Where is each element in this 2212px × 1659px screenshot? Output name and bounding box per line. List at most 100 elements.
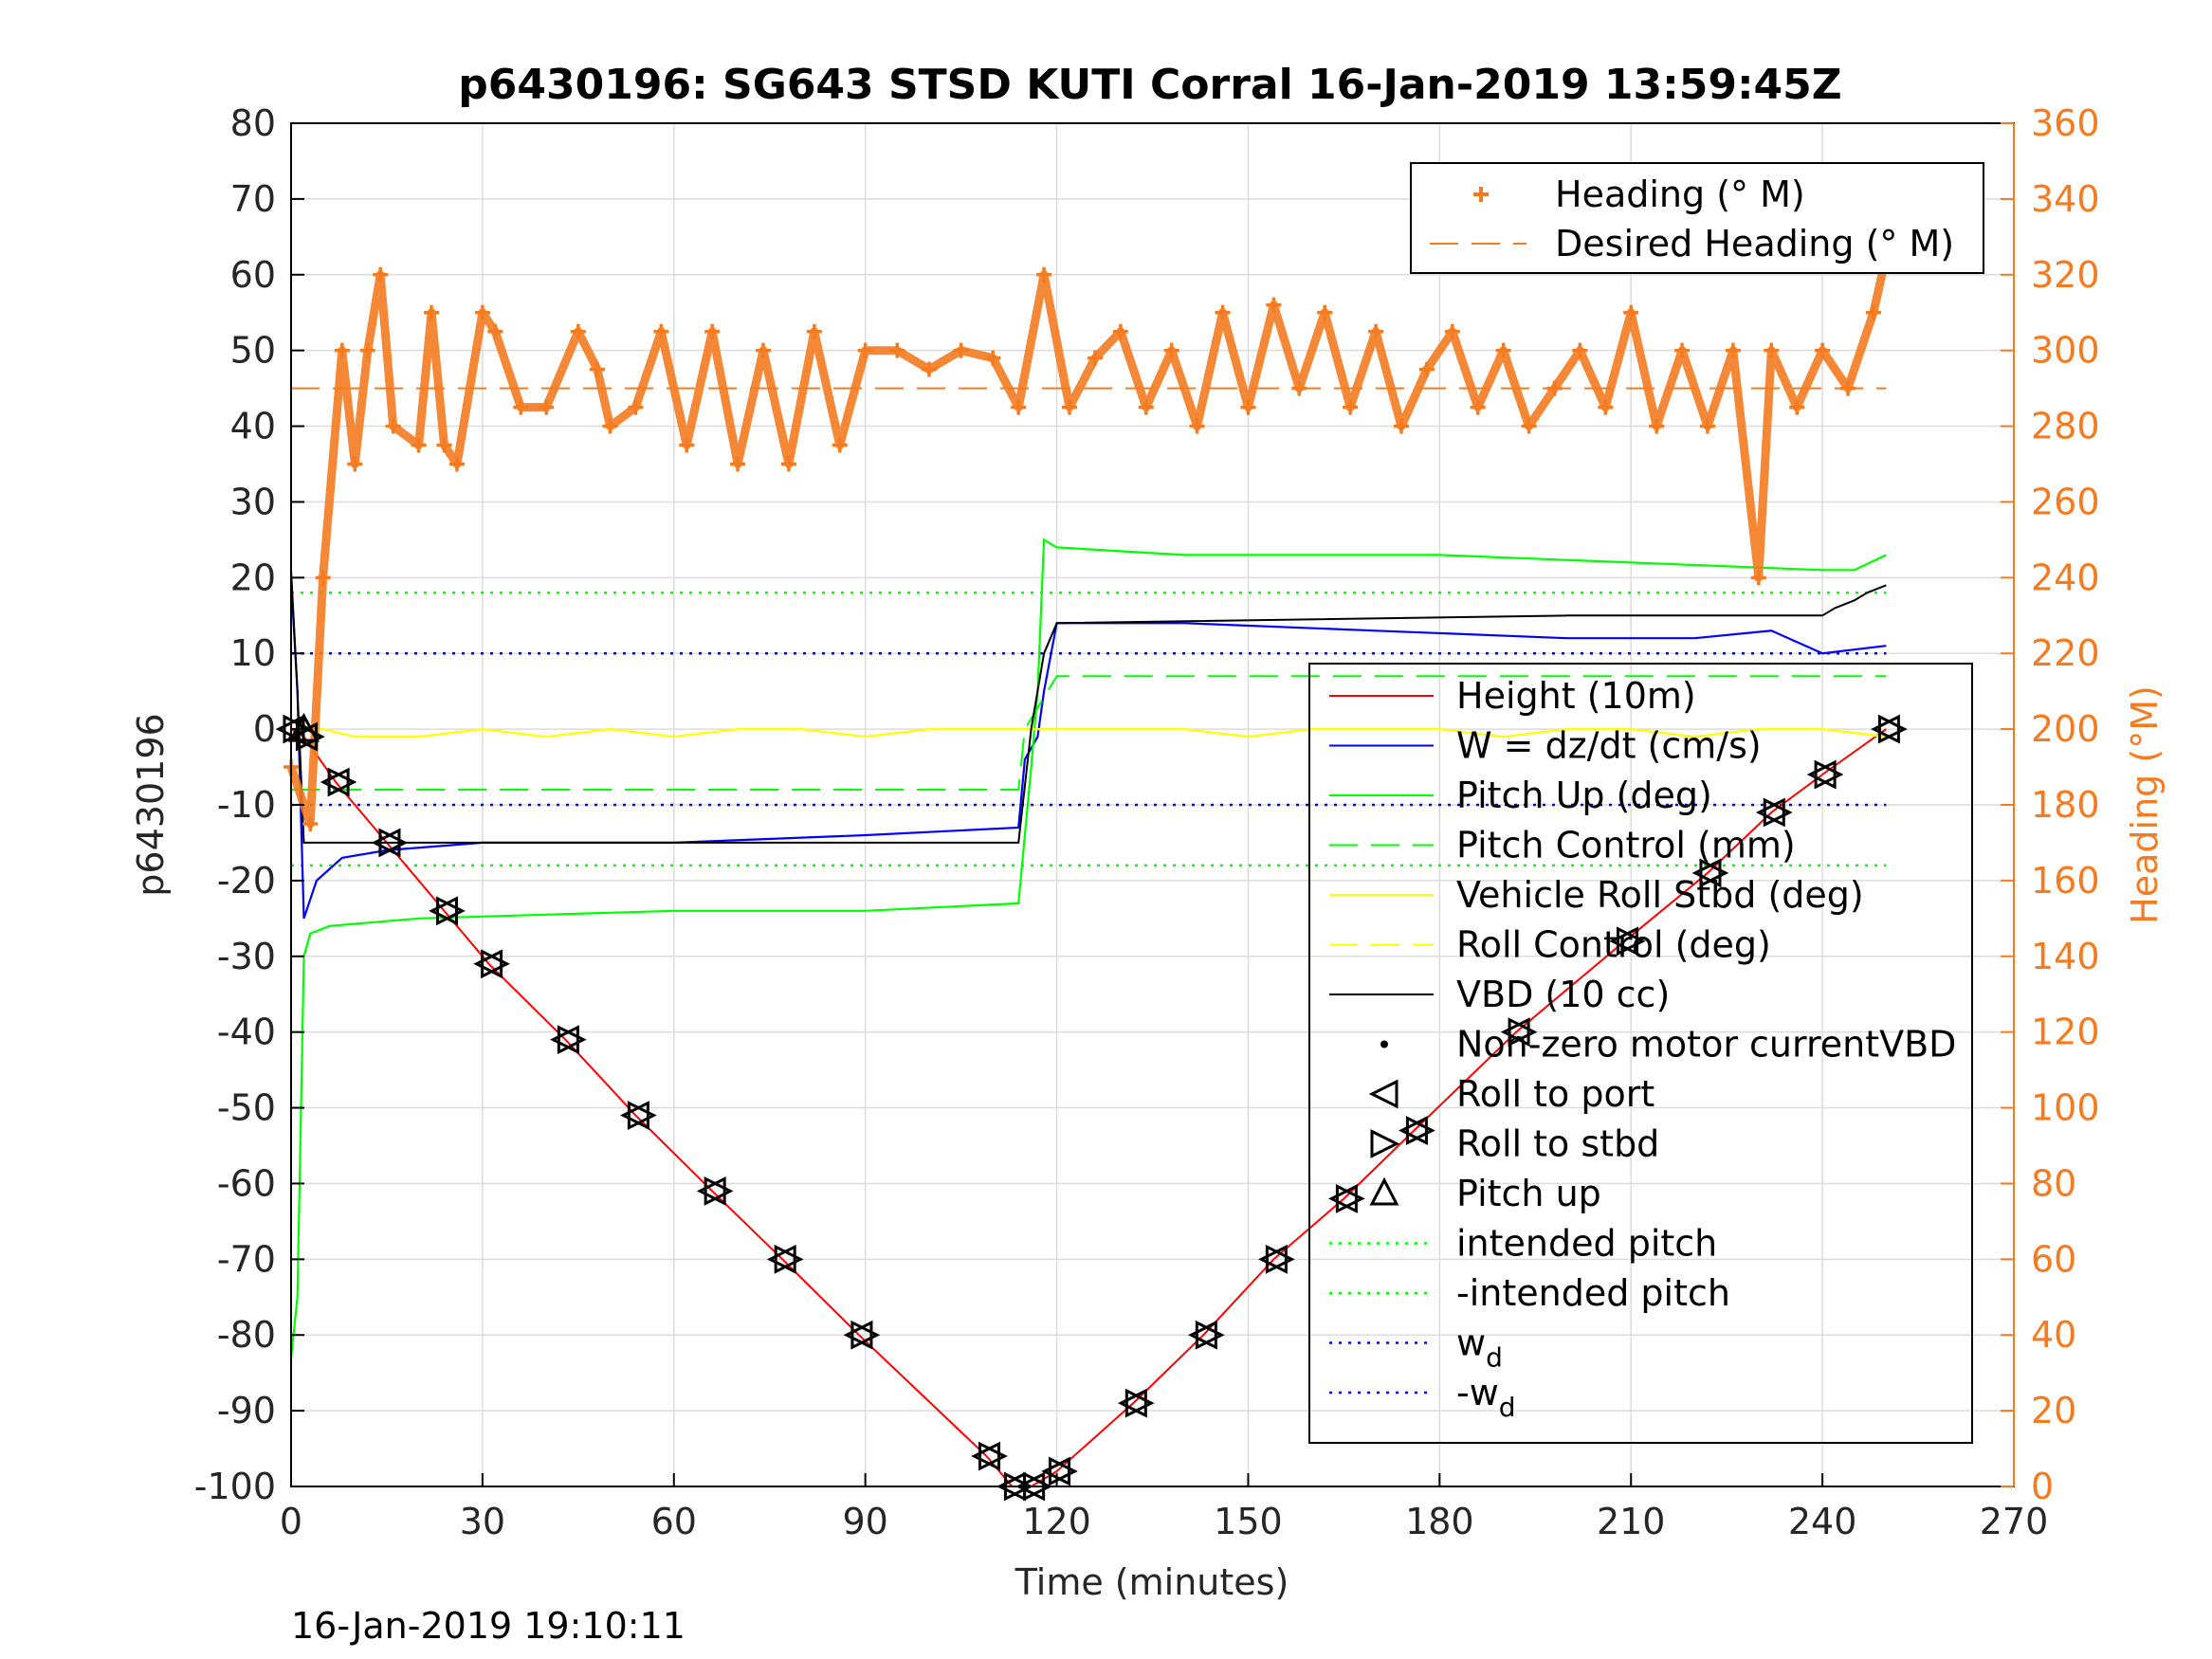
x-axis: 0 30 60 90 120 150 180 210 240 270 xyxy=(280,1473,2048,1542)
roll-port-marker xyxy=(1806,759,1837,790)
heading-point xyxy=(1789,399,1805,415)
heading-point xyxy=(889,342,905,358)
y-tick-label: 20 xyxy=(230,556,276,598)
heading-point xyxy=(1572,342,1588,358)
heading-point xyxy=(730,456,746,472)
y2-axis-label: Heading (°M) xyxy=(2124,685,2166,924)
heading-point xyxy=(832,437,848,453)
roll-port-marker xyxy=(1755,797,1785,828)
legend-subscript: d xyxy=(1499,1392,1516,1423)
legend-top-label: Desired Heading (° M) xyxy=(1555,223,1954,264)
legend-main-label: Roll to stbd xyxy=(1456,1123,1659,1165)
y-tick-label: -70 xyxy=(217,1238,276,1280)
roll-port-marker xyxy=(1258,1244,1288,1274)
roll-port-marker xyxy=(1691,858,1722,888)
y-tick-label: -40 xyxy=(217,1012,276,1053)
y-tick-label: -90 xyxy=(217,1390,276,1431)
legend-main-label: W = dz/dt (cm/s) xyxy=(1456,725,1762,767)
roll-stbd-marker xyxy=(1049,1456,1078,1486)
heading-point xyxy=(1138,399,1154,415)
y2-tick-label: 240 xyxy=(2031,556,2100,598)
heading-point xyxy=(1317,304,1333,320)
y2-tick-label: 340 xyxy=(2031,178,2100,220)
y2-tick-label: 100 xyxy=(2031,1087,2100,1129)
x-tick-label: 150 xyxy=(1214,1501,1283,1542)
heading-point xyxy=(1163,342,1179,358)
heading-point xyxy=(474,304,490,320)
roll-port-marker xyxy=(473,949,503,979)
legend-top: Heading (° M) Desired Heading (° M) xyxy=(1410,162,1984,274)
legend-main-label: Roll Control (deg) xyxy=(1456,924,1771,966)
legend-roll-port-symbol xyxy=(1368,1079,1398,1109)
y-tick-label: -30 xyxy=(217,936,276,977)
heading-point xyxy=(1623,304,1639,320)
heading-point xyxy=(1815,342,1831,358)
heading-point xyxy=(302,815,319,831)
heading-point xyxy=(1674,342,1691,358)
pitch-up-marker xyxy=(287,712,320,742)
roll-stbd-marker xyxy=(1616,926,1646,957)
heading-point xyxy=(487,323,503,339)
roll-stbd-marker xyxy=(1124,1388,1155,1418)
heading-point xyxy=(1495,342,1511,358)
roll-port-marker xyxy=(320,767,350,797)
heading-point xyxy=(1444,323,1460,339)
heading-point xyxy=(436,437,452,453)
heading-point xyxy=(347,456,363,472)
roll-port-marker xyxy=(971,1441,1001,1471)
x-tick-label: 270 xyxy=(1980,1501,2049,1542)
y2-tick-label: 300 xyxy=(2031,330,2100,372)
heading-point xyxy=(448,456,465,472)
roll-stbd-marker xyxy=(1763,797,1793,828)
legend-main-label: Vehicle Roll Stbd (deg) xyxy=(1456,874,1864,916)
roll-stbd-marker xyxy=(1814,759,1844,790)
roll-port-marker xyxy=(766,1244,796,1274)
heading-point xyxy=(755,342,771,358)
heading-point xyxy=(1725,342,1741,358)
roll-stbd-marker xyxy=(850,1320,881,1350)
heading-point xyxy=(513,399,529,415)
roll-stbd-marker xyxy=(978,1441,1008,1471)
y-tick-label: -60 xyxy=(217,1162,276,1204)
y-tick-label: 0 xyxy=(253,708,276,750)
legend-dot-symbol xyxy=(1380,1040,1388,1048)
roll-stbd-marker xyxy=(295,721,325,752)
y2-tick-label: 260 xyxy=(2031,481,2100,522)
roll-port-marker xyxy=(1117,1388,1147,1418)
heading-point xyxy=(590,361,606,377)
y-tick-label: -10 xyxy=(217,784,276,826)
roll-stbd-marker xyxy=(1195,1320,1225,1350)
heading-point xyxy=(359,342,375,358)
heading-point xyxy=(315,570,331,586)
roll-stbd-marker xyxy=(436,896,466,926)
y-tick-label: 60 xyxy=(230,254,276,296)
x-tick-label: 120 xyxy=(1022,1501,1091,1542)
series-w-dz-dt-cm-s xyxy=(289,577,1887,920)
x-axis-label: Time (minutes) xyxy=(1015,1561,1289,1603)
legend-main-label: Roll to port xyxy=(1456,1073,1654,1115)
legend-main-label: Pitch up xyxy=(1456,1173,1601,1214)
heading-point xyxy=(628,399,644,415)
legend-main-label: Height (10m) xyxy=(1456,675,1696,717)
roll-port-marker xyxy=(620,1101,649,1130)
heading-point xyxy=(1215,304,1231,320)
roll-stbd-marker xyxy=(774,1244,804,1274)
series-pitch-up-deg xyxy=(289,538,1887,1358)
heading-point xyxy=(1418,361,1435,377)
legend-main-label: -wd xyxy=(1456,1372,1516,1423)
y-axis-left: 80 70 60 50 40 30 20 10 0 -10 -20 -30 -40 -50 -60 -70 -8… xyxy=(194,102,304,1507)
y-tick-label: -50 xyxy=(217,1087,276,1129)
legend-roll-stbd-symbol xyxy=(1370,1129,1400,1158)
heading-point xyxy=(679,437,695,453)
heading-point xyxy=(385,418,401,434)
roll-port-marker xyxy=(696,1176,726,1206)
y2-tick-label: 80 xyxy=(2031,1162,2076,1204)
roll-stbd-marker xyxy=(627,1101,657,1130)
heading-point xyxy=(780,456,796,472)
legend-heading-symbol xyxy=(1473,187,1489,202)
heading-point xyxy=(1112,323,1128,339)
heading-point xyxy=(921,361,937,377)
legend-top-box xyxy=(1410,162,1984,274)
y2-tick-label: 220 xyxy=(2031,632,2100,674)
